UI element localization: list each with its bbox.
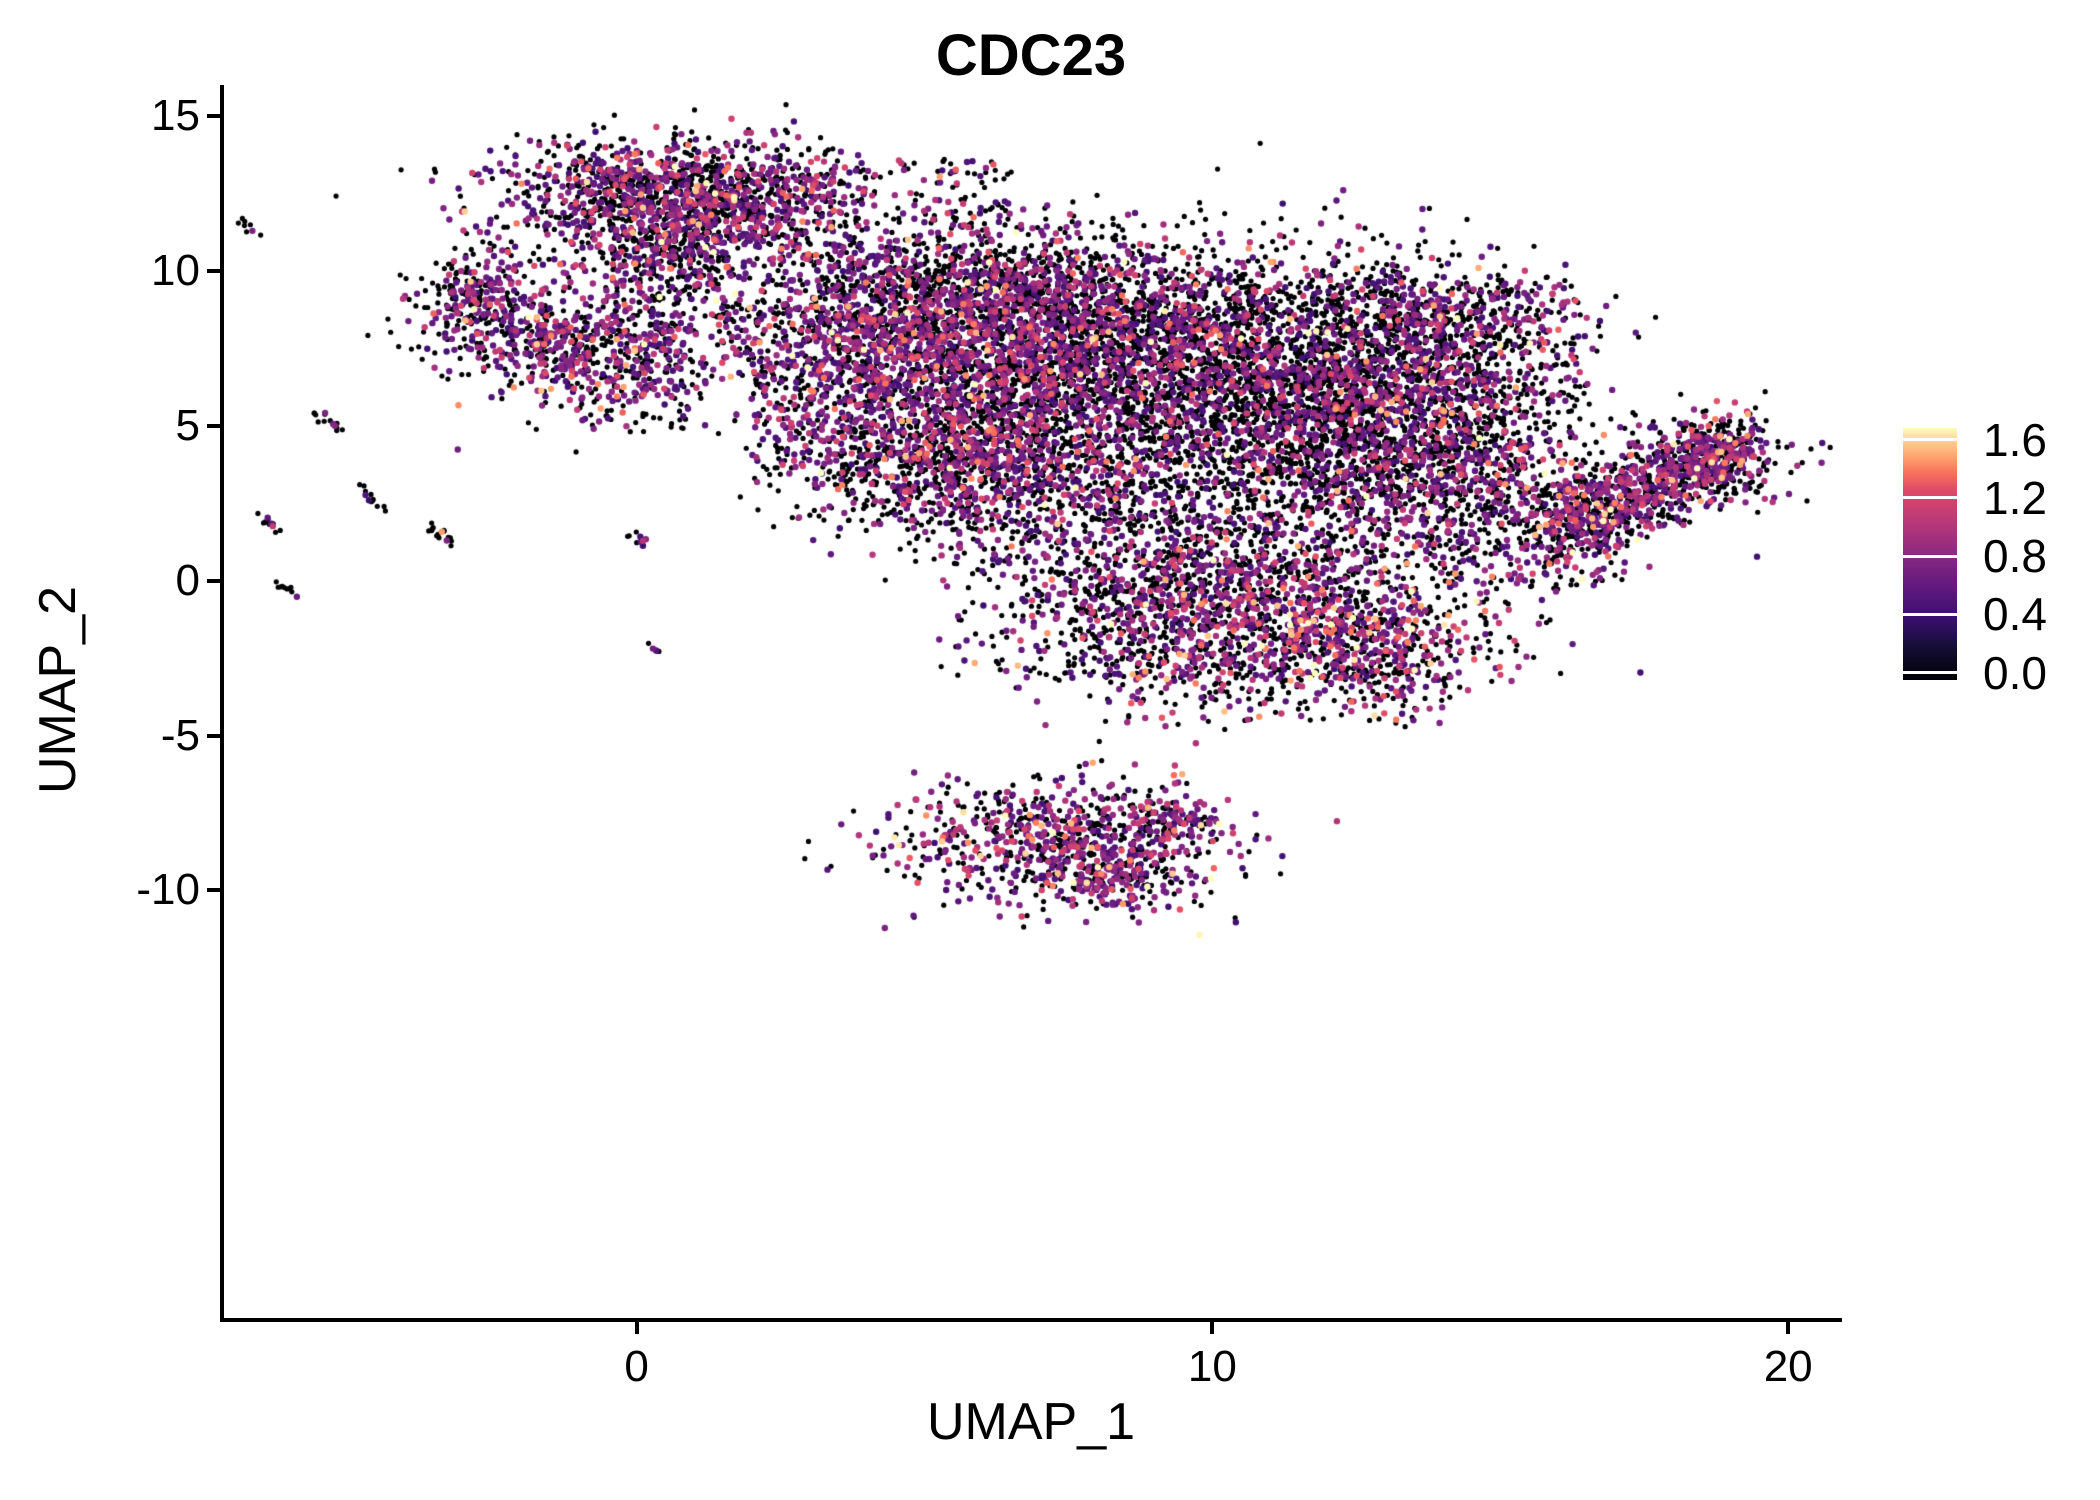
y-tick-label: -5	[160, 710, 200, 760]
x-tick-label: 20	[1763, 1342, 1813, 1391]
y-tick-mark	[207, 733, 220, 738]
colorbar-tick-mark	[1903, 612, 1957, 616]
colorbar-gradient	[1903, 428, 1957, 680]
x-tick-mark	[634, 1321, 639, 1334]
colorbar-tick-mark	[1903, 496, 1957, 500]
colorbar-tick-label: 0.8	[1983, 530, 2047, 583]
y-axis-label: UMAP_2	[29, 585, 87, 795]
x-tick-mark	[1786, 1321, 1791, 1334]
y-tick-label: -10	[136, 865, 200, 915]
colorbar-tick-label: 1.6	[1983, 413, 2047, 466]
x-axis-label: UMAP_1	[926, 1393, 1136, 1451]
y-tick-mark	[207, 268, 220, 273]
x-tick-label: 10	[1187, 1342, 1237, 1391]
colorbar-tick-label: 0.0	[1983, 646, 2047, 699]
y-tick-label: 15	[151, 90, 200, 140]
x-tick-mark	[1210, 1321, 1215, 1334]
y-tick-label: 5	[175, 400, 200, 450]
colorbar-tick-mark	[1903, 671, 1957, 675]
y-tick-mark	[207, 578, 220, 583]
colorbar-tick-mark	[1903, 554, 1957, 558]
colorbar-tick-mark	[1903, 438, 1957, 442]
y-tick-mark	[207, 113, 220, 118]
y-axis-line	[220, 85, 224, 1322]
y-tick-mark	[207, 888, 220, 893]
x-tick-label: 0	[624, 1342, 649, 1391]
y-tick-label: 0	[175, 555, 200, 605]
y-tick-mark	[207, 423, 220, 428]
plot-title: CDC23	[935, 23, 1127, 88]
colorbar-tick-label: 0.4	[1983, 588, 2047, 641]
y-tick-label: 10	[151, 245, 200, 295]
x-axis-line	[220, 1318, 1842, 1322]
colorbar-tick-label: 1.2	[1983, 471, 2047, 524]
